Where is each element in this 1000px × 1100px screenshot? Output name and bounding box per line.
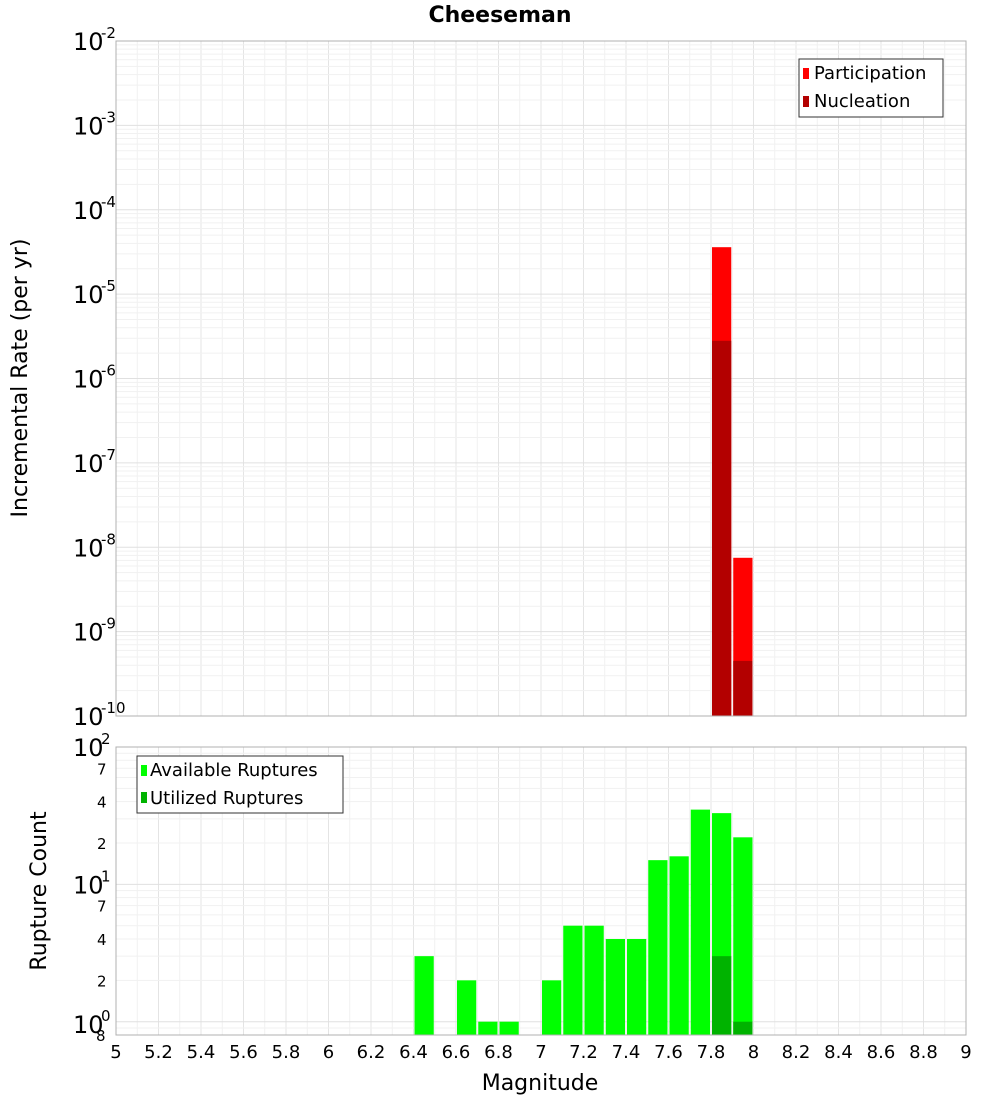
x-tick-label: 5 [110, 1042, 121, 1063]
x-tick-label: 7.8 [697, 1042, 726, 1063]
x-tick-label: 5.2 [144, 1042, 173, 1063]
y-axis-label: Rupture Count [27, 811, 52, 971]
available-bar [690, 809, 710, 1035]
y-tick-label: 10 [73, 734, 104, 762]
x-tick-label: 8.2 [782, 1042, 811, 1063]
plot-border-bottom [115, 746, 967, 1036]
x-tick-label: 5.4 [187, 1042, 216, 1063]
y-tick-label: 10 [73, 1011, 104, 1039]
available-bar [584, 925, 604, 1035]
x-axis-label: Magnitude [482, 1071, 599, 1096]
legend-box [136, 755, 344, 814]
y-tick-exponent: 1 [101, 867, 111, 885]
nucleation-bar [733, 660, 753, 716]
legend-label-utilized: Utilized Ruptures [150, 788, 303, 809]
x-tick-label: 5.6 [229, 1042, 258, 1063]
legend-box [798, 58, 944, 118]
y-tick-label: 10 [73, 534, 104, 562]
y-minor-tick-label: 2 [97, 835, 107, 853]
y-tick-label: 10 [73, 619, 104, 647]
y-tick-exponent: -2 [101, 24, 116, 42]
utilized-bar [733, 1021, 753, 1035]
y-tick-label: 10 [73, 703, 104, 731]
y-tick-label: 10 [73, 197, 104, 225]
x-tick-label: 8.8 [909, 1042, 938, 1063]
y-tick-exponent: -4 [101, 193, 116, 211]
y-minor-tick-label: 8 [96, 1027, 106, 1045]
y-tick-exponent: -5 [101, 277, 116, 295]
x-tick-label: 6.4 [399, 1042, 428, 1063]
x-tick-label: 8.6 [867, 1042, 896, 1063]
x-tick-label: 7.4 [612, 1042, 641, 1063]
y-tick-label: 10 [73, 366, 104, 394]
y-tick-label: 10 [73, 450, 104, 478]
plot-border-top [115, 40, 967, 717]
y-axis-label: Incremental Rate (per yr) [8, 239, 33, 518]
legend-swatch-utilized [141, 792, 147, 803]
nucleation-bar [712, 340, 732, 716]
y-tick-label: 10 [73, 871, 104, 899]
x-tick-label: 5.8 [272, 1042, 301, 1063]
x-tick-label: 8 [748, 1042, 759, 1063]
legend-label-nucleation: Nucleation [814, 91, 910, 112]
available-bar [648, 860, 668, 1035]
y-tick-exponent: -9 [101, 615, 116, 633]
legend-swatch-participation [803, 68, 809, 79]
y-tick-exponent: 0 [101, 1007, 111, 1025]
legend-swatch-available [141, 765, 147, 776]
x-tick-label: 7 [535, 1042, 546, 1063]
available-bar [457, 980, 477, 1035]
x-tick-label: 6 [323, 1042, 334, 1063]
available-bar [478, 1021, 498, 1035]
x-tick-label: 8.4 [824, 1042, 853, 1063]
y-minor-tick-label: 4 [97, 794, 107, 812]
available-bar [733, 837, 753, 1035]
y-tick-exponent: -6 [101, 362, 116, 380]
available-bar [605, 939, 625, 1035]
available-bar [542, 980, 562, 1035]
legend-swatch-nucleation [803, 96, 809, 107]
y-minor-tick-label: 4 [97, 931, 107, 949]
x-tick-label: 6.6 [442, 1042, 471, 1063]
y-tick-exponent: -3 [101, 108, 116, 126]
available-bar [499, 1021, 519, 1035]
utilized-bar [712, 956, 732, 1035]
x-tick-label: 6.2 [357, 1042, 386, 1063]
y-minor-tick-label: 2 [97, 972, 107, 990]
available-bar [414, 956, 434, 1035]
y-tick-label: 10 [73, 281, 104, 309]
chart-title: Cheeseman [428, 3, 571, 28]
available-bar [669, 856, 689, 1035]
y-minor-tick-label: 7 [97, 760, 107, 778]
y-tick-label: 10 [73, 112, 104, 140]
legend-label-available: Available Ruptures [150, 760, 318, 781]
x-tick-label: 6.8 [484, 1042, 513, 1063]
available-bar [563, 925, 583, 1035]
x-tick-label: 7.2 [569, 1042, 598, 1063]
y-tick-exponent: -8 [101, 530, 116, 548]
y-tick-label: 10 [73, 28, 104, 56]
y-tick-exponent: -7 [101, 446, 116, 464]
y-tick-exponent: 2 [101, 730, 111, 748]
x-tick-label: 7.6 [654, 1042, 683, 1063]
y-minor-tick-label: 7 [97, 898, 107, 916]
legend-label-participation: Participation [814, 63, 926, 84]
x-tick-label: 9 [960, 1042, 971, 1063]
y-tick-exponent: -10 [101, 699, 126, 717]
available-bar [627, 939, 647, 1035]
